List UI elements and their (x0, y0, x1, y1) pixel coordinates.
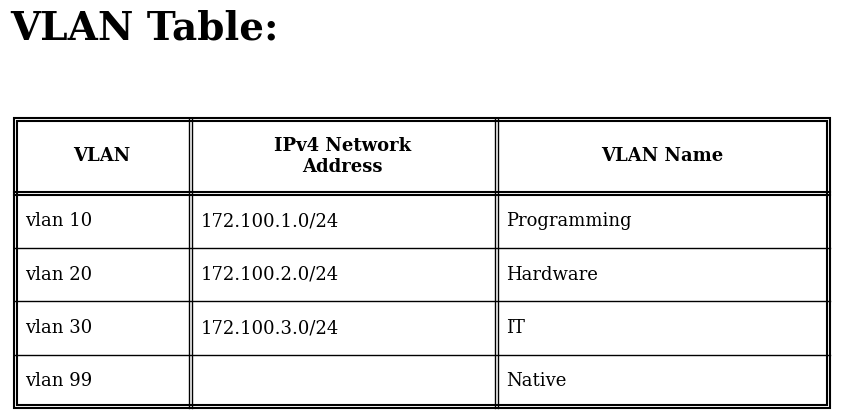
Text: vlan 20: vlan 20 (25, 266, 92, 284)
Bar (17, 121, 827, 405)
Text: IT: IT (506, 319, 525, 337)
Text: Programming: Programming (506, 212, 632, 230)
Text: VLAN Name: VLAN Name (602, 148, 724, 166)
Text: Native: Native (506, 372, 567, 390)
Text: VLAN: VLAN (73, 148, 130, 166)
Text: VLAN Table:: VLAN Table: (10, 10, 279, 48)
Bar (14, 118, 830, 408)
Text: Hardware: Hardware (506, 266, 598, 284)
Text: vlan 10: vlan 10 (25, 212, 92, 230)
Text: vlan 99: vlan 99 (25, 372, 92, 390)
Text: 172.100.1.0/24: 172.100.1.0/24 (200, 212, 338, 230)
Text: 172.100.2.0/24: 172.100.2.0/24 (200, 266, 338, 284)
Text: 172.100.3.0/24: 172.100.3.0/24 (200, 319, 338, 337)
Text: IPv4 Network
Address: IPv4 Network Address (273, 137, 411, 176)
Text: vlan 30: vlan 30 (25, 319, 92, 337)
